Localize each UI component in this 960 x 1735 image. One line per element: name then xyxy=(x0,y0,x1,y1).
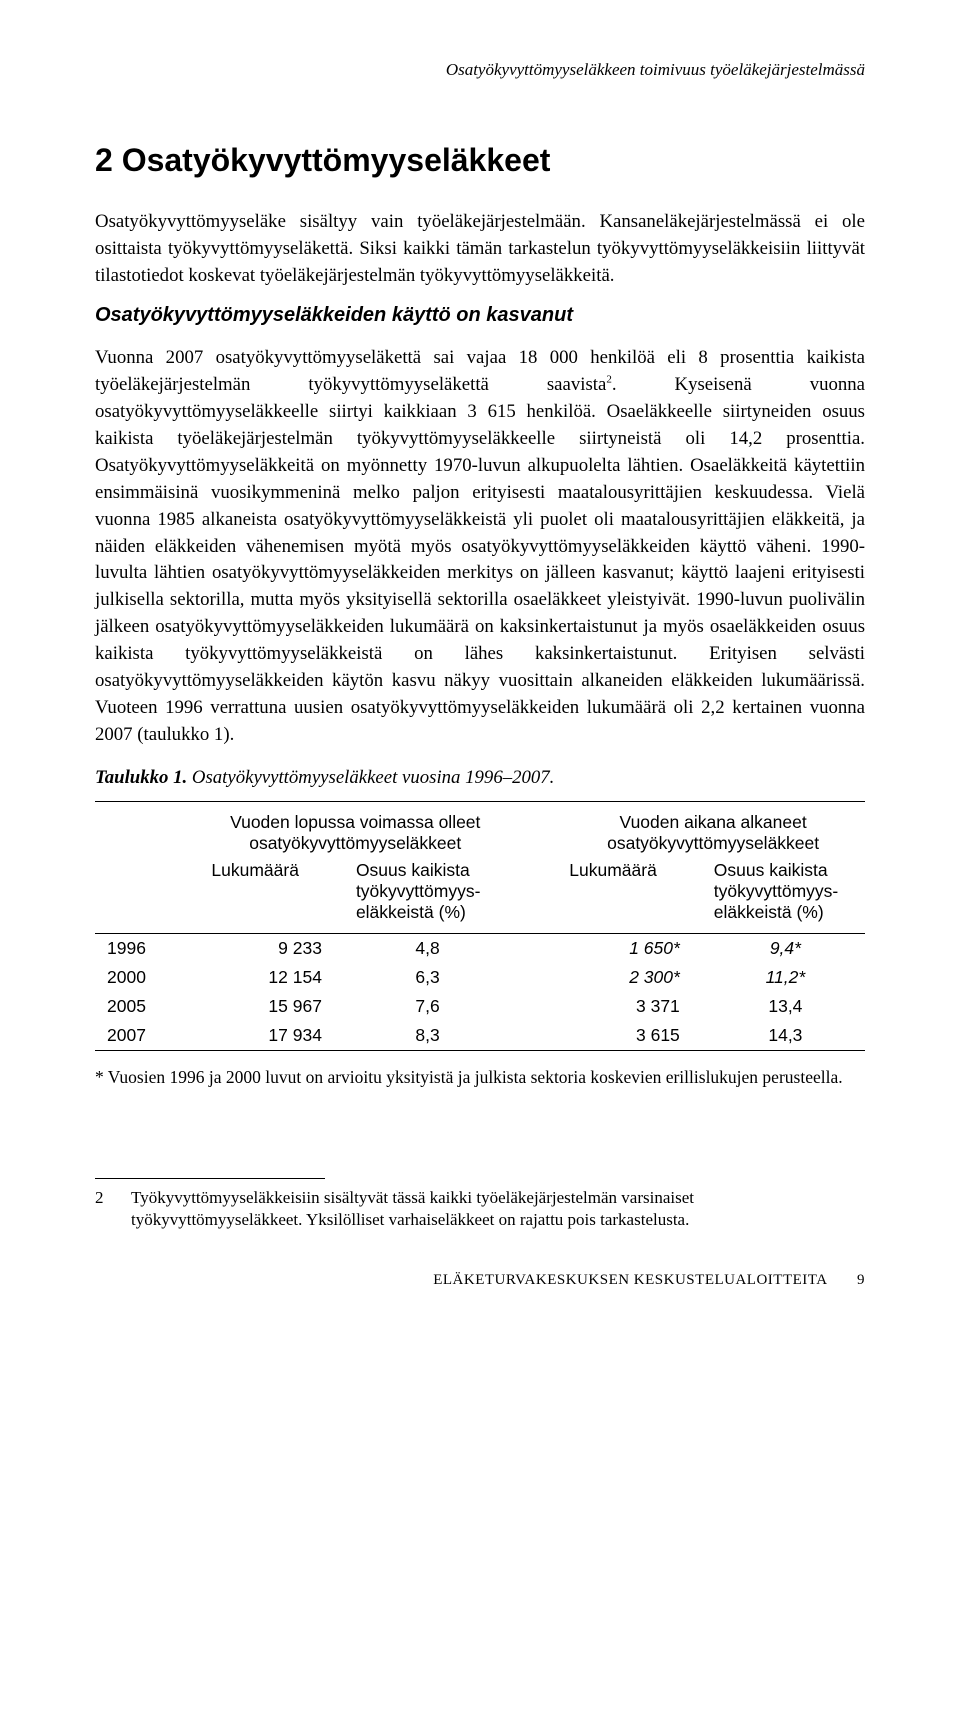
table-row: 2000 12 154 6,3 2 300* 11,2* xyxy=(95,963,865,992)
table-subhead-pct-1: Osuus kaikista työkyvyttömyys-eläkkeistä… xyxy=(348,856,507,934)
cell-pct2: 9,4* xyxy=(706,933,865,963)
cell-pct1: 8,3 xyxy=(348,1021,507,1051)
table-row: 2007 17 934 8,3 3 615 14,3 xyxy=(95,1021,865,1051)
table-subhead-count-1: Lukumäärä xyxy=(203,856,348,934)
cell-year: 2000 xyxy=(95,963,203,992)
cell-pct1: 6,3 xyxy=(348,963,507,992)
cell-count2: 1 650* xyxy=(561,933,706,963)
section-heading: 2 Osatyökyvyttömyyseläkkeet xyxy=(95,142,865,179)
table-caption: Taulukko 1. Osatyökyvyttömyyseläkkeet vu… xyxy=(95,767,865,789)
paragraph-3: Osatyökyvyttömyyseläkkeitä on myönnetty … xyxy=(95,455,865,745)
table-sub-header-row: Lukumäärä Osuus kaikista työkyvyttömyys-… xyxy=(95,856,865,934)
cell-count2: 3 371 xyxy=(561,992,706,1021)
table-group-header-1: Vuoden lopussa voimassa olleet osatyökyv… xyxy=(203,801,507,856)
cell-count1: 9 233 xyxy=(203,933,348,963)
cell-year: 2007 xyxy=(95,1021,203,1051)
footnote: 2 Työkyvyttömyyseläkkeisiin sisältyvät t… xyxy=(95,1187,865,1233)
footer-publication: ELÄKETURVAKESKUKSEN KESKUSTELUALOITTEITA xyxy=(433,1272,827,1288)
cell-count2: 3 615 xyxy=(561,1021,706,1051)
cell-pct1: 7,6 xyxy=(348,992,507,1021)
page-footer: ELÄKETURVAKESKUKSEN KESKUSTELUALOITTEITA… xyxy=(95,1272,865,1289)
running-header: Osatyökyvyttömyyseläkkeen toimivuus työe… xyxy=(95,60,865,80)
table-group-header-row: Vuoden lopussa voimassa olleet osatyökyv… xyxy=(95,801,865,856)
table-group-header-2: Vuoden aikana alkaneet osatyökyvyttömyys… xyxy=(561,801,865,856)
cell-year: 2005 xyxy=(95,992,203,1021)
cell-count1: 17 934 xyxy=(203,1021,348,1051)
subheading: Osatyökyvyttömyyseläkkeiden käyttö on ka… xyxy=(95,304,865,327)
document-page: Osatyökyvyttömyyseläkkeen toimivuus työe… xyxy=(0,0,960,1339)
cell-count1: 12 154 xyxy=(203,963,348,992)
table-subhead-count-2: Lukumäärä xyxy=(561,856,706,934)
paragraph-intro: Osatyökyvyttömyyseläke sisältyy vain työ… xyxy=(95,209,865,290)
paragraph-2: Vuonna 2007 osatyökyvyttömyyseläkettä sa… xyxy=(95,345,865,748)
cell-pct2: 13,4 xyxy=(706,992,865,1021)
cell-pct2: 14,3 xyxy=(706,1021,865,1051)
table-row: 1996 9 233 4,8 1 650* 9,4* xyxy=(95,933,865,963)
table-footnote: * Vuosien 1996 ja 2000 luvut on arvioitu… xyxy=(95,1067,865,1088)
footnote-number: 2 xyxy=(95,1187,131,1233)
table-caption-number: Taulukko 1. xyxy=(95,767,187,788)
cell-count2: 2 300* xyxy=(561,963,706,992)
footnote-text: Työkyvyttömyyseläkkeisiin sisältyvät täs… xyxy=(131,1187,865,1233)
cell-pct2: 11,2* xyxy=(706,963,865,992)
footnote-separator xyxy=(95,1178,325,1179)
footer-page-number: 9 xyxy=(857,1272,865,1289)
cell-year: 1996 xyxy=(95,933,203,963)
table-subhead-pct-2: Osuus kaikista työkyvyttömyys-eläkkeistä… xyxy=(706,856,865,934)
table-caption-title: Osatyökyvyttömyyseläkkeet vuosina 1996–2… xyxy=(187,767,554,788)
data-table: Vuoden lopussa voimassa olleet osatyökyv… xyxy=(95,801,865,1051)
cell-pct1: 4,8 xyxy=(348,933,507,963)
table-row: 2005 15 967 7,6 3 371 13,4 xyxy=(95,992,865,1021)
cell-count1: 15 967 xyxy=(203,992,348,1021)
